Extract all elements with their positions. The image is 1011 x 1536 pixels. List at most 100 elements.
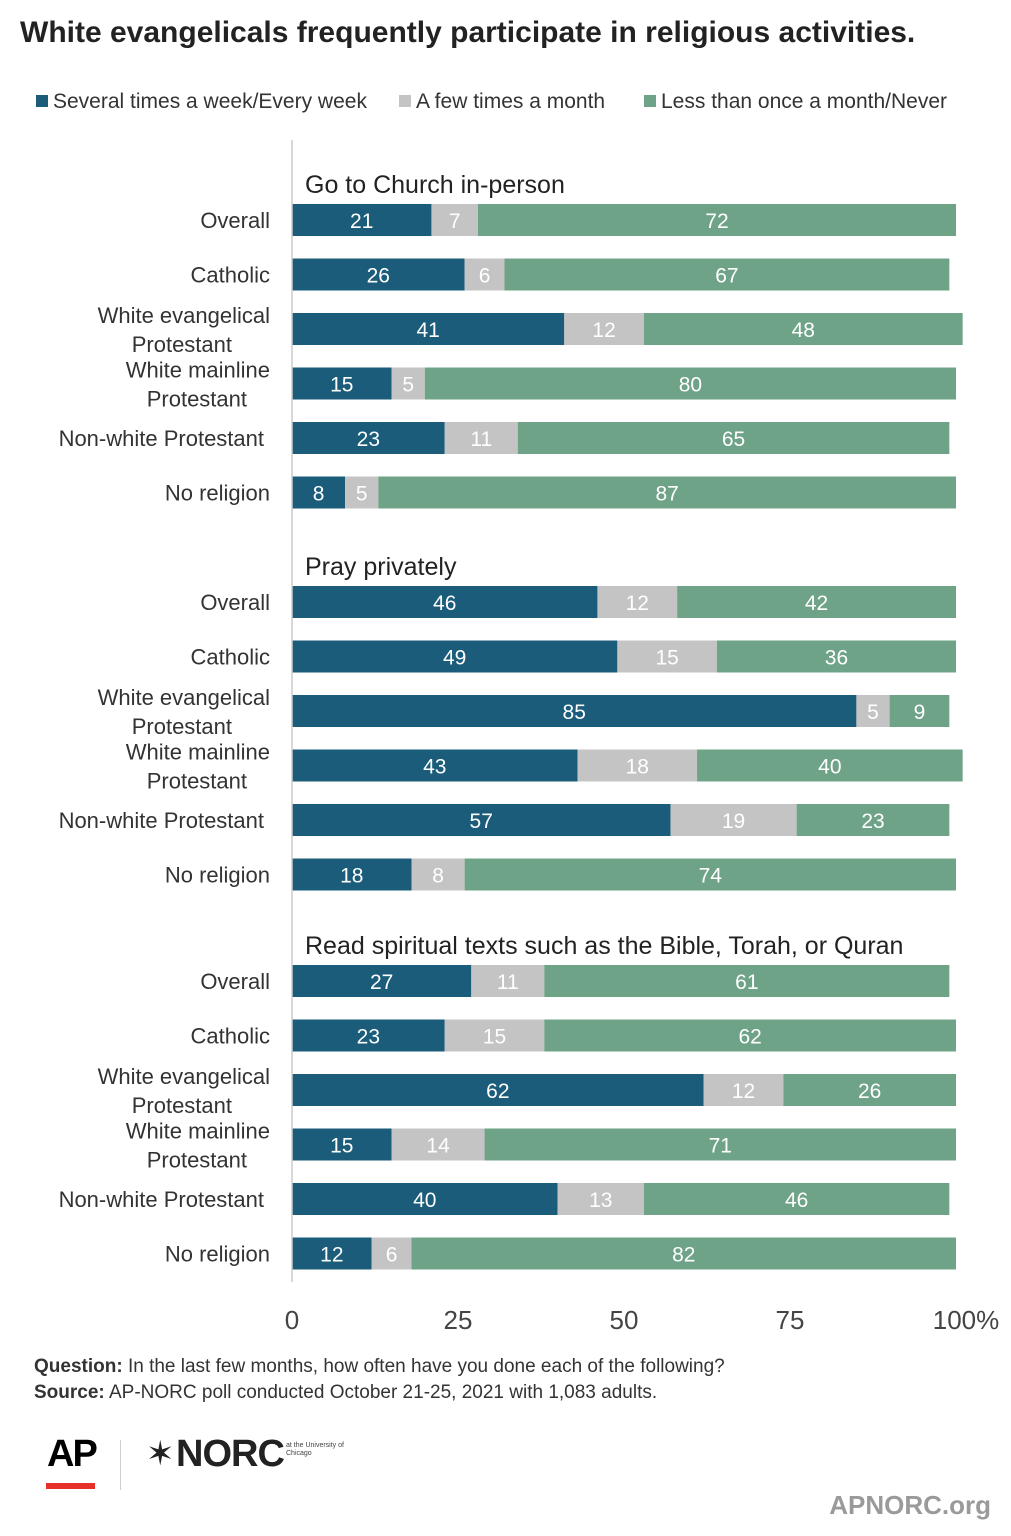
chart-title: White evangelicals frequently participat… — [20, 16, 916, 49]
bar-segment-weekly — [292, 858, 412, 891]
category-label: No religion — [165, 481, 270, 506]
value-label: 8 — [432, 865, 444, 888]
value-label: 6 — [479, 265, 491, 288]
source-text: AP-NORC poll conducted October 21-25, 20… — [108, 1382, 658, 1403]
bar-segment-weekly — [292, 1019, 445, 1052]
bar-segment-weekly — [292, 422, 445, 454]
legend-label-never: Less than once a month/Never — [661, 90, 948, 113]
bar-segment-never — [697, 749, 963, 782]
value-label: 18 — [340, 865, 363, 888]
logo-divider — [120, 1440, 121, 1490]
source-line: Source: AP-NORC poll conducted October 2… — [34, 1380, 725, 1406]
category-label: White mainline Protestant — [126, 358, 270, 412]
value-label: 12 — [320, 1244, 343, 1267]
bar-segment-never — [544, 1019, 956, 1052]
value-label: 5 — [402, 374, 414, 397]
value-label: 27 — [370, 971, 393, 994]
bar-segment-monthly — [444, 422, 518, 454]
bar-segment-monthly — [471, 965, 545, 997]
question-text: In the last few months, how often have y… — [127, 1356, 725, 1377]
category-label: Overall — [200, 969, 270, 994]
bar-segment-never — [517, 422, 950, 454]
bar-segment-weekly — [292, 1074, 704, 1106]
bar-segment-monthly — [411, 858, 465, 891]
category-label: Non-white Protestant — [59, 1187, 264, 1212]
bar-segment-monthly — [617, 640, 717, 673]
value-label: 6 — [386, 1244, 398, 1267]
value-label: 12 — [626, 592, 649, 615]
chart-plot-area: Go to Church in-person Overall 21 7 72 Cathol… — [59, 140, 999, 1335]
category-label: Catholic — [191, 645, 270, 670]
value-label: 87 — [655, 483, 678, 506]
question-line: Question: In the last few months, how of… — [34, 1354, 725, 1380]
bar-segment-monthly — [703, 1074, 784, 1106]
category-label: White mainline Protestant — [126, 1119, 270, 1173]
x-tick-label: 0 — [285, 1305, 299, 1335]
bar-segment-never — [484, 1128, 956, 1161]
bar-segment-never — [544, 965, 950, 997]
category-label: Overall — [200, 590, 270, 615]
legend-item-never: Less than once a month/Never — [644, 90, 947, 114]
value-label: 85 — [563, 701, 586, 724]
value-label: 41 — [416, 319, 439, 342]
value-label: 72 — [705, 210, 728, 233]
value-label: 49 — [443, 647, 466, 670]
value-label: 18 — [626, 756, 649, 779]
legend-swatch-monthly — [399, 95, 411, 107]
site-link[interactable]: APNORC.org — [829, 1490, 991, 1520]
bar-segment-weekly — [292, 586, 598, 618]
bar-segment-monthly — [557, 1183, 644, 1215]
norc-logo-subtext: at the University of Chicago — [286, 1442, 344, 1457]
bar-segment-weekly — [292, 804, 671, 836]
bar-segment-never — [889, 695, 950, 727]
norc-star-icon: ✶ — [146, 1435, 175, 1473]
bar-segment-never — [643, 313, 963, 345]
ap-logo: AP — [47, 1433, 98, 1475]
bar-segment-weekly — [292, 258, 465, 291]
bar-segment-never — [411, 1237, 956, 1270]
value-label: 80 — [679, 374, 702, 397]
legend-item-monthly: A few times a month — [399, 90, 605, 114]
value-label: 12 — [732, 1080, 755, 1103]
bar-segment-monthly — [345, 476, 379, 509]
value-label: 15 — [655, 647, 678, 670]
bar-segment-monthly — [670, 804, 797, 836]
value-label: 13 — [589, 1189, 612, 1212]
legend-label-monthly: A few times a month — [416, 90, 606, 113]
bar-segment-never — [504, 258, 950, 291]
value-label: 82 — [672, 1244, 695, 1267]
value-label: 42 — [805, 592, 828, 615]
value-label: 8 — [313, 483, 325, 506]
value-label: 14 — [426, 1135, 450, 1158]
value-label: 62 — [486, 1080, 509, 1103]
category-label: No religion — [165, 1242, 270, 1267]
bar-segment-monthly — [371, 1237, 412, 1270]
value-label: 26 — [858, 1080, 881, 1103]
x-tick-label: 75 — [776, 1305, 805, 1335]
legend-item-weekly: Several times a week/Every week — [36, 90, 367, 114]
group-label: Read spiritual texts such as the Bible, … — [305, 932, 903, 960]
category-label: No religion — [165, 863, 270, 888]
group-label: Pray privately — [305, 553, 457, 581]
bar-segment-monthly — [464, 258, 505, 291]
value-label: 40 — [818, 756, 841, 779]
bar-segment-never — [424, 367, 956, 400]
bar-segment-monthly — [391, 1128, 485, 1161]
value-label: 46 — [785, 1189, 808, 1212]
bar-segment-never — [796, 804, 950, 836]
value-label: 26 — [367, 265, 390, 288]
x-tick-label: 25 — [444, 1305, 473, 1335]
value-label: 11 — [497, 971, 519, 994]
value-label: 15 — [483, 1026, 506, 1049]
bar-segment-never — [477, 204, 956, 236]
value-label: 36 — [825, 647, 848, 670]
value-label: 62 — [738, 1026, 761, 1049]
value-label: 67 — [715, 265, 738, 288]
value-label: 40 — [413, 1189, 436, 1212]
category-label: White evangelical Protestant — [98, 1064, 270, 1118]
bar-segment-monthly — [577, 749, 698, 782]
bar-segment-weekly — [292, 695, 857, 727]
value-label: 15 — [330, 1135, 353, 1158]
bar-segment-weekly — [292, 1237, 372, 1270]
bar-segment-weekly — [292, 749, 578, 782]
